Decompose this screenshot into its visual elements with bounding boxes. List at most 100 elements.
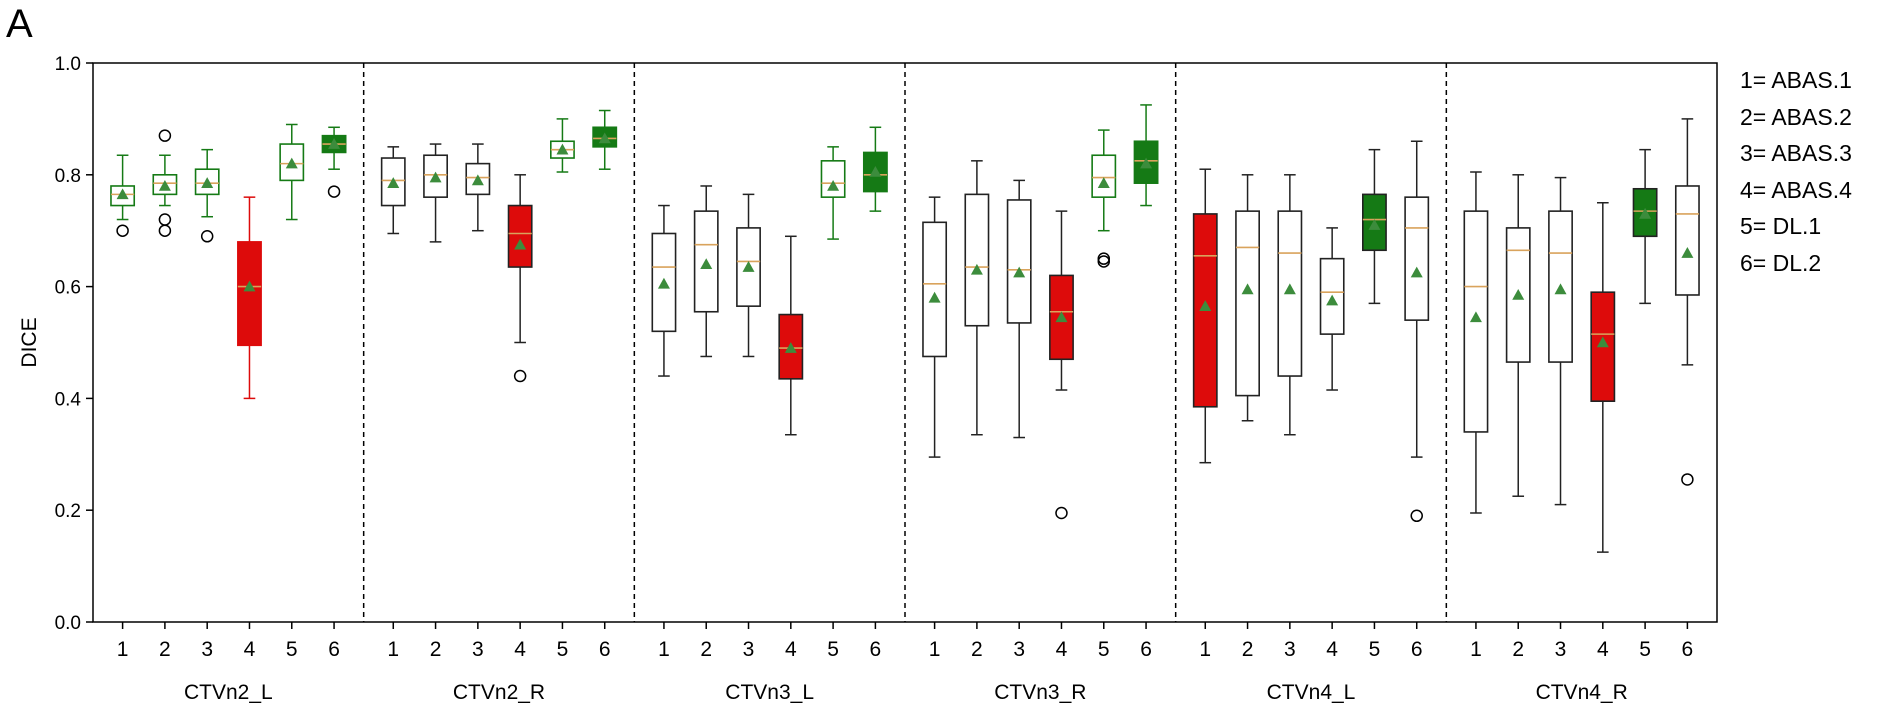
y-tick-label: 0.2 [55, 501, 81, 522]
x-tick-label: 5 [557, 638, 569, 661]
mean-marker [827, 179, 840, 191]
mean-marker [1554, 283, 1567, 295]
mean-marker [700, 258, 713, 270]
mean-marker [1241, 283, 1254, 295]
mean-marker [928, 291, 941, 303]
group-label: CTVn2_R [453, 681, 545, 704]
x-tick-label: 4 [1326, 638, 1338, 661]
panel-label: A [6, 2, 33, 46]
x-tick-label: 4 [514, 638, 526, 661]
x-tick-label: 6 [1682, 638, 1694, 661]
mean-marker [1013, 266, 1026, 278]
mean-marker [1512, 288, 1525, 300]
outlier-point [116, 224, 129, 237]
mean-marker [1596, 336, 1609, 348]
y-tick-label: 1.0 [55, 54, 81, 75]
x-tick-label: 6 [870, 638, 882, 661]
mean-marker [1055, 311, 1068, 323]
x-tick-label: 2 [159, 638, 171, 661]
legend-item-3: 3= ABAS.3 [1740, 140, 1852, 166]
legend-item-5: 5= DL.1 [1740, 213, 1822, 239]
y-tick-label: 0.0 [55, 613, 81, 634]
x-tick-label: 2 [430, 638, 442, 661]
legend-item-1: 1= ABAS.1 [1740, 67, 1852, 93]
x-tick-label: 6 [599, 638, 611, 661]
outlier-point [158, 224, 172, 237]
box-iqr [237, 241, 262, 347]
outlier-point [200, 230, 214, 243]
y-tick-label: 0.6 [55, 278, 81, 299]
legend-item-2: 2= ABAS.2 [1740, 103, 1852, 130]
box-iqr [1674, 185, 1700, 296]
x-tick-label: 1 [929, 638, 941, 661]
mean-marker [1283, 283, 1296, 295]
mean-marker [556, 143, 569, 155]
mean-marker [201, 177, 214, 188]
x-tick-label: 1 [658, 638, 670, 661]
box-iqr [820, 160, 846, 198]
mean-marker [1639, 207, 1652, 219]
mean-marker [598, 132, 611, 144]
mean-marker [1469, 311, 1482, 323]
mean-marker [1199, 300, 1212, 311]
group-label: CTVn4_L [1267, 681, 1356, 704]
x-tick-label: 5 [286, 638, 298, 661]
x-tick-label: 3 [1284, 638, 1296, 661]
x-tick-label: 2 [971, 638, 983, 661]
mean-marker [116, 188, 129, 200]
mean-marker [387, 177, 400, 188]
x-tick-label: 3 [1555, 638, 1567, 661]
x-tick-label: 5 [827, 638, 839, 661]
legend-item-6: 6= DL.2 [1740, 249, 1822, 276]
mean-marker [1097, 177, 1110, 188]
group-label: CTVn3_L [725, 681, 814, 704]
x-tick-label: 1 [1470, 638, 1482, 661]
x-tick-label: 4 [785, 638, 797, 661]
mean-marker [158, 179, 171, 191]
x-tick-label: 3 [201, 638, 213, 661]
x-tick-label: 6 [1140, 638, 1152, 661]
x-tick-label: 1 [117, 638, 129, 661]
box-iqr [507, 204, 533, 268]
x-tick-label: 1 [1199, 638, 1211, 661]
mean-marker [1140, 157, 1153, 169]
mean-marker [328, 138, 341, 149]
box-iqr [1404, 196, 1430, 321]
x-tick-label: 5 [1369, 638, 1381, 661]
x-tick-label: 3 [472, 638, 484, 661]
x-tick-label: 6 [328, 638, 340, 661]
x-tick-label: 5 [1639, 638, 1651, 661]
x-tick-label: 5 [1098, 638, 1110, 661]
mean-marker [1681, 247, 1694, 258]
y-axis-label: DICE [18, 317, 41, 367]
box-iqr [922, 221, 948, 358]
x-tick-label: 2 [1242, 638, 1254, 661]
y-tick-label: 0.4 [55, 389, 82, 410]
outlier-point [158, 213, 172, 226]
box-iqr [1006, 199, 1032, 324]
outlier-point [1681, 473, 1694, 486]
x-tick-label: 4 [1056, 638, 1068, 661]
mean-marker [1368, 219, 1381, 230]
group-label: CTVn3_R [994, 681, 1086, 704]
x-tick-label: 4 [244, 638, 256, 661]
mean-marker [1326, 294, 1339, 306]
outlier-point [1055, 506, 1068, 520]
x-tick-label: 2 [1512, 638, 1524, 661]
legend-item-4: 4= ABAS.4 [1740, 176, 1852, 203]
mean-marker [970, 263, 983, 275]
mean-marker [471, 174, 484, 186]
x-tick-label: 3 [743, 638, 755, 661]
mean-marker [869, 166, 882, 177]
outlier-point [1097, 255, 1111, 268]
x-tick-label: 3 [1013, 638, 1025, 661]
x-tick-label: 1 [387, 638, 399, 661]
outlier-point [513, 369, 527, 383]
box-iqr [964, 193, 990, 327]
outlier-point [158, 129, 172, 142]
box-iqr [1235, 210, 1260, 397]
legend: 1= ABAS.1 2= ABAS.2 3= ABAS.3 4= ABAS.4 … [1740, 62, 1852, 281]
mean-marker [657, 277, 670, 289]
group-label: CTVn4_R [1536, 681, 1628, 704]
x-tick-label: 2 [700, 638, 712, 661]
